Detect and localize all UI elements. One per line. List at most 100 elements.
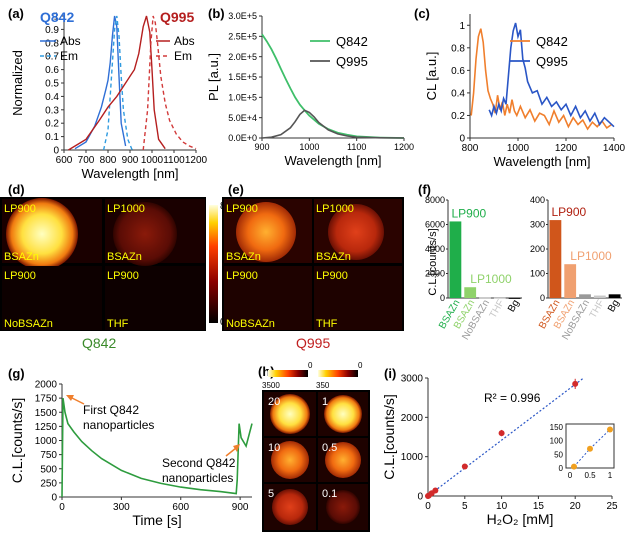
d-dim-spot <box>113 202 177 266</box>
f-left-bar-label: LP1000 <box>470 272 512 286</box>
a-q995-label: Q995 <box>160 9 194 25</box>
f-left-ytick-label: 6000 <box>425 220 445 230</box>
f-left-bar-2 <box>464 287 477 298</box>
c-xtick-label: 1400 <box>603 143 626 154</box>
b-xtick-label: 900 <box>254 142 269 152</box>
h-colorbar-1-max: 3500 <box>262 381 280 390</box>
e-red-spot <box>328 204 384 260</box>
a-xtick-label: 1100 <box>163 155 185 166</box>
f-right-bar-label: LP1000 <box>570 249 612 263</box>
i-xtick-label: 5 <box>462 501 468 512</box>
panel-g-axes: 0 300 600 900 0 250 500 750 1000 1250 1500 1750 2000… <box>9 380 253 528</box>
d-cell-1-bottom: BSAZn <box>4 251 39 263</box>
f-right-bar-1 <box>549 220 562 298</box>
d-bright-spot <box>6 198 78 270</box>
a-ytick-label: 0.7 <box>45 52 59 63</box>
b-ytick-label: 2.5E+5 <box>228 31 257 41</box>
a-ytick-label: 0.2 <box>45 119 59 130</box>
c-series-q842 <box>470 28 613 131</box>
c-xlabel: Wavelength [nm] <box>493 154 590 169</box>
f-right-bar-3 <box>579 294 591 298</box>
c-xtick-label: 1200 <box>555 143 578 154</box>
panel-c-axes: 800 1000 1200 1400 0 0.2 0.4 0.6 0.8 1 Wavelength … <box>424 14 626 169</box>
a-xtick-label: 600 <box>56 155 73 166</box>
d-cell-3 <box>2 266 102 330</box>
i-fit-line <box>427 378 583 497</box>
d-cell-4-bottom: THF <box>107 318 129 330</box>
d-cell-4 <box>105 266 205 330</box>
f-right-category-label: Bg <box>606 298 622 314</box>
c-legend-q842: Q842 <box>536 34 568 49</box>
g-ytick-label: 1500 <box>35 408 58 419</box>
g-ytick-label: 250 <box>40 478 57 489</box>
i-xtick-label: 15 <box>533 501 545 512</box>
a-ytick-label: 0.6 <box>45 65 59 76</box>
g-annot-second-1: Second Q842 <box>162 456 236 470</box>
h-label-20: 20 <box>268 396 280 408</box>
c-legend-q995: Q995 <box>536 54 568 69</box>
g-annot-first-1: First Q842 <box>83 403 139 417</box>
panel-f: (f) C.L.[counts/s] 02000400060008000BSAZ… <box>418 182 622 342</box>
g-xtick-label: 0 <box>59 502 65 513</box>
a-series-q995-abs <box>68 15 166 151</box>
i-ytick-label: 1000 <box>401 452 424 463</box>
g-xtick-label: 300 <box>113 502 130 513</box>
panel-h: (h) 3500 0 350 0 20 10 5 1 0.5 0.1 <box>258 361 370 532</box>
e-cell-3-bottom: NoBSAZn <box>226 318 275 330</box>
b-xtick-label: 1000 <box>299 142 319 152</box>
b-ytick-label: 1.0E+5 <box>228 92 257 102</box>
i-inset-point <box>587 445 593 452</box>
e-cell-4 <box>314 266 402 330</box>
f-left-category-label: Bg <box>506 298 522 314</box>
g-xtick-label: 900 <box>232 502 249 513</box>
e-cell-1-bottom: BSAZn <box>226 251 261 263</box>
c-ytick-label: 1 <box>459 21 465 32</box>
h-label-10: 10 <box>268 442 280 454</box>
i-inset-ytick: 150 <box>550 423 564 432</box>
panel-a-label: (a) <box>8 6 24 21</box>
i-inset-xtick: 0 <box>568 471 573 480</box>
g-ytick-label: 0 <box>51 493 57 504</box>
g-ytick-label: 1750 <box>35 394 58 405</box>
e-cell-1-top: LP900 <box>226 203 258 215</box>
a-legend-em-q995: Em <box>174 49 192 63</box>
f-right-ytick-label: 200 <box>530 244 545 254</box>
i-xtick-label: 0 <box>425 501 431 512</box>
panel-i-inset: 0 50 100 150 0 0.5 1 <box>550 423 615 480</box>
f-right-bar-label: LP900 <box>552 205 587 219</box>
g-ytick-label: 1250 <box>35 422 58 433</box>
a-xtick-label: 900 <box>122 155 139 166</box>
i-inset-ytick: 0 <box>559 464 564 473</box>
h-spot-20 <box>270 394 310 434</box>
d-cell-2-bottom: BSAZn <box>107 251 142 263</box>
h-colorbar-1-min: 0 <box>308 361 313 370</box>
panel-f-left-axes: 02000400060008000BSAZnLP900BSAZnLP1000No… <box>425 195 522 342</box>
i-ytick-label: 3000 <box>401 374 424 385</box>
g-series <box>61 397 253 498</box>
a-ytick-label: 1 <box>53 12 59 23</box>
g-arrowhead-first <box>66 395 74 401</box>
e-cell-3-top: LP900 <box>226 270 258 282</box>
d-caption: Q842 <box>82 335 116 351</box>
g-ytick-label: 2000 <box>35 380 58 391</box>
d-cell-3-bottom: NoBSAZn <box>4 318 53 330</box>
d-cell-1-top: LP900 <box>4 203 36 215</box>
a-ytick-label: 0.1 <box>45 132 59 143</box>
i-inset-point <box>571 463 577 470</box>
f-left-ytick-label: 8000 <box>425 195 445 205</box>
f-right-category-label: THF <box>588 298 607 320</box>
panel-f-label: (f) <box>418 182 431 197</box>
g-ylabel: C.L.[counts/s] <box>9 398 25 484</box>
c-series-q995 <box>488 22 615 128</box>
g-annot-second-2: nanoparticles <box>162 471 233 485</box>
c-ytick-label: 0.8 <box>451 43 465 54</box>
c-ylabel: CL [a.u.] <box>424 52 439 101</box>
panel-a-axes: 600 700 800 900 1000 1100 1200 0 0.1 0.2 0.3 0.4 0.5… <box>10 12 208 182</box>
panel-d: (d) LP900 BSAZn LP1000 BSAZn LP900 NoBSA… <box>0 182 243 351</box>
a-ytick-label: 0.5 <box>45 79 59 90</box>
f-left-bar-label: LP900 <box>452 206 487 220</box>
b-ytick-label: 2.0E+5 <box>228 52 257 62</box>
panel-f-right-axes: 0100200300400BSAZnLP900BSAZnLP1000NoBSAZ… <box>530 195 622 342</box>
b-legend-q842: Q842 <box>336 34 368 49</box>
